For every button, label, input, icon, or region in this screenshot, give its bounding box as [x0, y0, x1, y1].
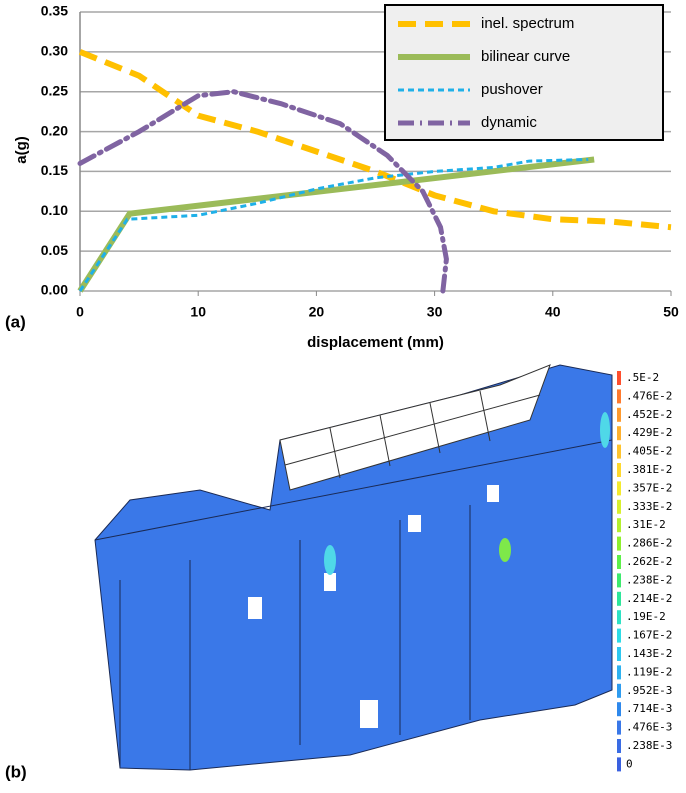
colorbar-label: .119E-2 [626, 665, 672, 678]
colorbar-label: .952E-3 [626, 684, 672, 697]
colorbar-swatch [617, 389, 621, 403]
y-tick-label: 0.20 [41, 122, 68, 138]
colorbar-swatch [617, 629, 621, 643]
colorbar-label: .5E-2 [626, 371, 659, 384]
door [360, 700, 378, 728]
colorbar-swatch [617, 573, 621, 587]
colorbar-swatch [617, 500, 621, 514]
panel-label: (a) [5, 312, 26, 331]
panel-label: (b) [5, 762, 27, 781]
stress-spot [499, 538, 511, 562]
window [248, 597, 262, 619]
y-tick-label: 0.30 [41, 43, 68, 59]
colorbar-label: .167E-2 [626, 629, 672, 642]
colorbar-swatch [617, 721, 621, 735]
colorbar-label: 0 [626, 757, 633, 770]
y-tick-label: 0.00 [41, 282, 68, 298]
y-tick-label: 0.15 [41, 162, 68, 178]
colorbar-label: .143E-2 [626, 647, 672, 660]
colorbar-swatch [617, 481, 621, 495]
colorbar-swatch [617, 739, 621, 753]
colorbar-swatch [617, 610, 621, 624]
colorbar-swatch [617, 408, 621, 422]
colorbar-label: .714E-3 [626, 702, 672, 715]
legend-label: dynamic [481, 114, 537, 131]
colorbar-label: .476E-2 [626, 389, 672, 402]
legend-label: pushover [481, 81, 543, 98]
colorbar-swatch [617, 426, 621, 440]
legend: inel. spectrum bilinear curve pushover dyna… [385, 5, 663, 140]
colorbar-swatch [617, 757, 621, 771]
x-tick-label: 50 [663, 304, 679, 320]
colorbar-label: .476E-3 [626, 721, 672, 734]
x-tick-label: 20 [309, 304, 325, 320]
colorbar-label: .214E-2 [626, 592, 672, 605]
y-tick-label: 0.05 [41, 242, 68, 258]
colorbar-swatch [617, 684, 621, 698]
colorbar-swatch [617, 592, 621, 606]
colorbar-label: .405E-2 [626, 445, 672, 458]
colorbar-label: .31E-2 [626, 518, 666, 531]
x-axis-label: displacement (mm) [307, 334, 444, 351]
colorbar-swatch [617, 445, 621, 459]
colorbar-swatch [617, 371, 621, 385]
colorbar-label: .238E-3 [626, 739, 672, 752]
colorbar-swatch [617, 518, 621, 532]
colorbar-swatch [617, 537, 621, 551]
y-tick-label: 0.10 [41, 202, 68, 218]
window [487, 485, 499, 502]
stress-spot [324, 545, 336, 575]
colorbar-swatch [617, 463, 621, 477]
x-tick-label: 40 [545, 304, 561, 320]
colorbar-swatch [617, 702, 621, 716]
y-axis-label: a(g) [13, 136, 30, 164]
colorbar-swatch [617, 555, 621, 569]
series-line [80, 159, 588, 291]
colorbar-label: .381E-2 [626, 463, 672, 476]
colorbar-label: .286E-2 [626, 537, 672, 550]
colorbar-label: .357E-2 [626, 481, 672, 494]
colorbar-label: .19E-2 [626, 610, 666, 623]
y-tick-label: 0.35 [41, 3, 68, 19]
legend-label: bilinear curve [481, 48, 570, 65]
figure: 0.00 0.05 0.10 0.15 0.20 0.25 0.30 0.35 0 10 20 30 4… [0, 0, 686, 788]
colorbar-label: .238E-2 [626, 573, 672, 586]
x-tick-label: 10 [190, 304, 206, 320]
legend-label: inel. spectrum [481, 15, 574, 32]
series-line [80, 159, 594, 291]
fem-model [95, 365, 612, 770]
colorbar-label: .452E-2 [626, 408, 672, 421]
colorbar-label: .333E-2 [626, 500, 672, 513]
colorbar-swatch [617, 647, 621, 661]
colorbar-label: .262E-2 [626, 555, 672, 568]
x-tick-label: 30 [427, 304, 443, 320]
stress-spot [600, 412, 610, 448]
colorbar-label: .429E-2 [626, 426, 672, 439]
window [324, 573, 336, 591]
x-tick-label: 0 [76, 304, 84, 320]
y-tick-label: 0.25 [41, 82, 68, 98]
window [408, 515, 421, 532]
colorbar-swatch [617, 665, 621, 679]
